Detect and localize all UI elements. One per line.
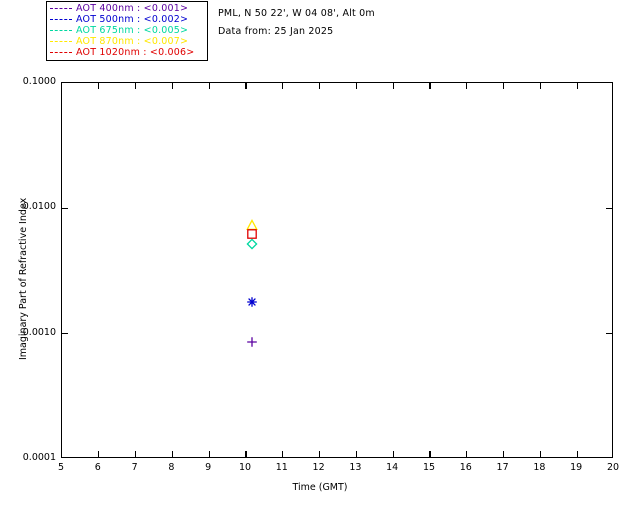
legend-item-label: AOT 500nm : <0.002> [76,14,189,25]
x-axis-tick-label: 7 [131,462,138,473]
x-axis-tick [355,451,357,457]
x-axis-tick [282,451,284,457]
x-axis-tick [98,83,100,89]
y-axis-tick [606,333,612,335]
legend-item-label: AOT 1020nm : <0.006> [76,47,195,58]
x-axis-tick [392,83,394,89]
y-axis-title: Imaginary Part of Refractive Index [18,197,29,360]
x-axis-tick [319,451,321,457]
legend-item-label: AOT 870nm : <0.007> [76,36,189,47]
legend-dash-icon [50,30,72,31]
legend-item-label: AOT 400nm : <0.001> [76,3,189,14]
y-axis-tick-label: 0.0100 [22,201,56,213]
x-axis-tick-label: 10 [238,462,252,473]
x-axis-tick [392,451,394,457]
x-axis-tick [429,451,431,457]
x-axis-tick [319,83,321,89]
x-axis-tick [135,451,137,457]
data-date: Data from: 25 Jan 2025 [218,26,334,37]
legend-item: AOT 400nm : <0.001> [50,3,205,14]
x-axis-tick [355,83,357,89]
y-axis-tick [606,207,612,209]
legend-item: AOT 675nm : <0.005> [50,25,205,36]
legend-dash-icon [50,52,72,53]
x-axis-tick [135,83,137,89]
x-axis-tick [208,83,210,89]
y-axis-tick-label: 0.0001 [22,452,56,463]
x-axis-tick-label: 15 [422,462,436,473]
plot-area [61,82,613,458]
x-axis-tick [576,83,578,89]
x-axis-tick-label: 20 [606,462,620,473]
x-axis-title: Time (GMT) [292,482,348,493]
y-axis-tick [62,207,68,209]
chart-legend: AOT 400nm : <0.001> AOT 500nm : <0.002> AO… [46,1,208,61]
legend-dash-icon [50,41,72,42]
x-axis-tick-label: 6 [94,462,101,473]
x-axis-tick-label: 5 [57,462,65,473]
x-axis-tick-label: 17 [496,462,509,473]
x-axis-tick [503,83,505,89]
x-axis-tick [171,451,173,457]
x-axis-tick-label: 14 [386,462,399,473]
y-axis-tick-label: 0.0010 [22,326,56,338]
x-axis-tick-label: 12 [312,462,325,473]
x-axis-tick-label: 13 [349,462,362,473]
legend-item: AOT 870nm : <0.007> [50,36,205,47]
legend-dash-icon [50,19,72,20]
x-axis-tick [539,451,541,457]
legend-item: AOT 1020nm : <0.006> [50,47,205,58]
x-axis-tick [466,451,468,457]
legend-item: AOT 500nm : <0.002> [50,14,205,25]
legend-item-label: AOT 675nm : <0.005> [76,25,189,36]
x-axis-tick [98,451,100,457]
legend-dash-icon [50,8,72,9]
x-axis-tick-label: 11 [275,462,288,473]
x-axis-tick-label: 16 [459,462,472,473]
x-axis-tick-label: 18 [533,462,546,473]
x-axis-tick [503,451,505,457]
x-axis-tick [576,451,578,457]
x-axis-tick [245,451,247,457]
chart-title-block: PML, N 50 22', W 04 08', Alt 0m Data fro… [218,5,375,41]
y-axis-tick [62,333,68,335]
x-axis-tick [282,83,284,89]
station-title: PML, N 50 22', W 04 08', Alt 0m [218,8,375,19]
y-axis-tick-label: 0.1000 [22,76,56,87]
x-axis-tick [171,83,173,89]
x-axis-tick-label: 19 [570,462,583,473]
x-axis-tick [466,83,468,89]
x-axis-tick-label: 9 [205,462,212,473]
x-axis-tick-label: 8 [168,462,175,473]
x-axis-tick [208,451,210,457]
x-axis-tick [245,83,247,89]
x-axis-tick [429,83,431,89]
x-axis-tick [539,83,541,89]
